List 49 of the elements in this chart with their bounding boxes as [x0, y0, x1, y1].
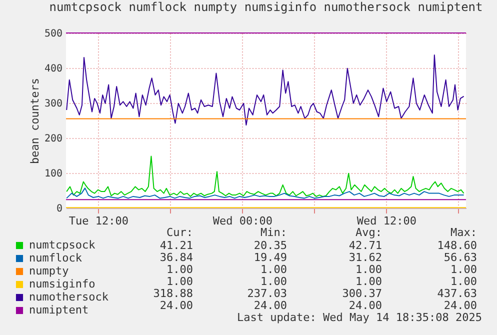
text: 41.21 [160, 239, 193, 252]
text: 148.60 [437, 239, 477, 252]
text: 1.00 [166, 263, 193, 276]
text: Last update: Wed May 14 18:35:08 2025 [236, 311, 482, 324]
text: 20.35 [254, 239, 287, 252]
text: 24.00 [444, 299, 477, 312]
legend-label: numtcpsock [29, 238, 96, 252]
text: 24.00 [160, 299, 193, 312]
legend-label: numflock [29, 252, 82, 264]
x-tick-label: Wed 00:00 [212, 214, 273, 228]
y-tick-label: 300 [44, 98, 62, 110]
text: 1.00 [450, 263, 477, 276]
text: 318.88 [153, 287, 193, 300]
x-tick-label: Wed 12:00 [356, 214, 417, 228]
text: 36.84 [160, 251, 194, 264]
text: 24.00 [254, 299, 287, 312]
text: 19.49 [254, 251, 287, 264]
text: 300.37 [342, 287, 382, 300]
line-series [66, 188, 464, 199]
text: 237.03 [247, 287, 287, 300]
text: 24.00 [348, 299, 382, 312]
text: 56.63 [444, 251, 477, 264]
text: Cur: [166, 226, 193, 239]
text: 1.00 [356, 263, 382, 276]
text: 1.00 [260, 263, 287, 276]
text: 1.00 [356, 275, 382, 288]
legend-label: numothersock [29, 290, 109, 304]
legend-label: numiptent [29, 304, 89, 316]
line-series [66, 54, 464, 126]
y-tick-label: 100 [44, 168, 62, 180]
y-axis-title: bean counters [28, 78, 42, 164]
text: 42.71 [348, 239, 382, 252]
chart-title: numtcpsock numflock numpty numsiginfo numothersock numiptent [49, 0, 483, 14]
text: Max: [450, 226, 477, 239]
y-tick-label: 500 [44, 28, 62, 40]
legend-label: numsiginfo [29, 278, 96, 290]
text: 1.00 [166, 275, 193, 288]
text: Avg: [356, 226, 382, 239]
y-tick-label: 400 [44, 64, 62, 74]
text: 437.63 [437, 287, 477, 300]
y-tick-label: 200 [44, 134, 62, 144]
line-series [66, 156, 464, 197]
legend-label: numpty [29, 264, 70, 278]
text: Min: [260, 226, 287, 239]
text: 1.00 [260, 275, 287, 288]
x-tick-label: Tue 12:00 [68, 214, 129, 228]
text: 31.62 [348, 251, 382, 264]
text: 1.00 [450, 275, 477, 288]
y-tick-label: 0 [56, 204, 62, 214]
